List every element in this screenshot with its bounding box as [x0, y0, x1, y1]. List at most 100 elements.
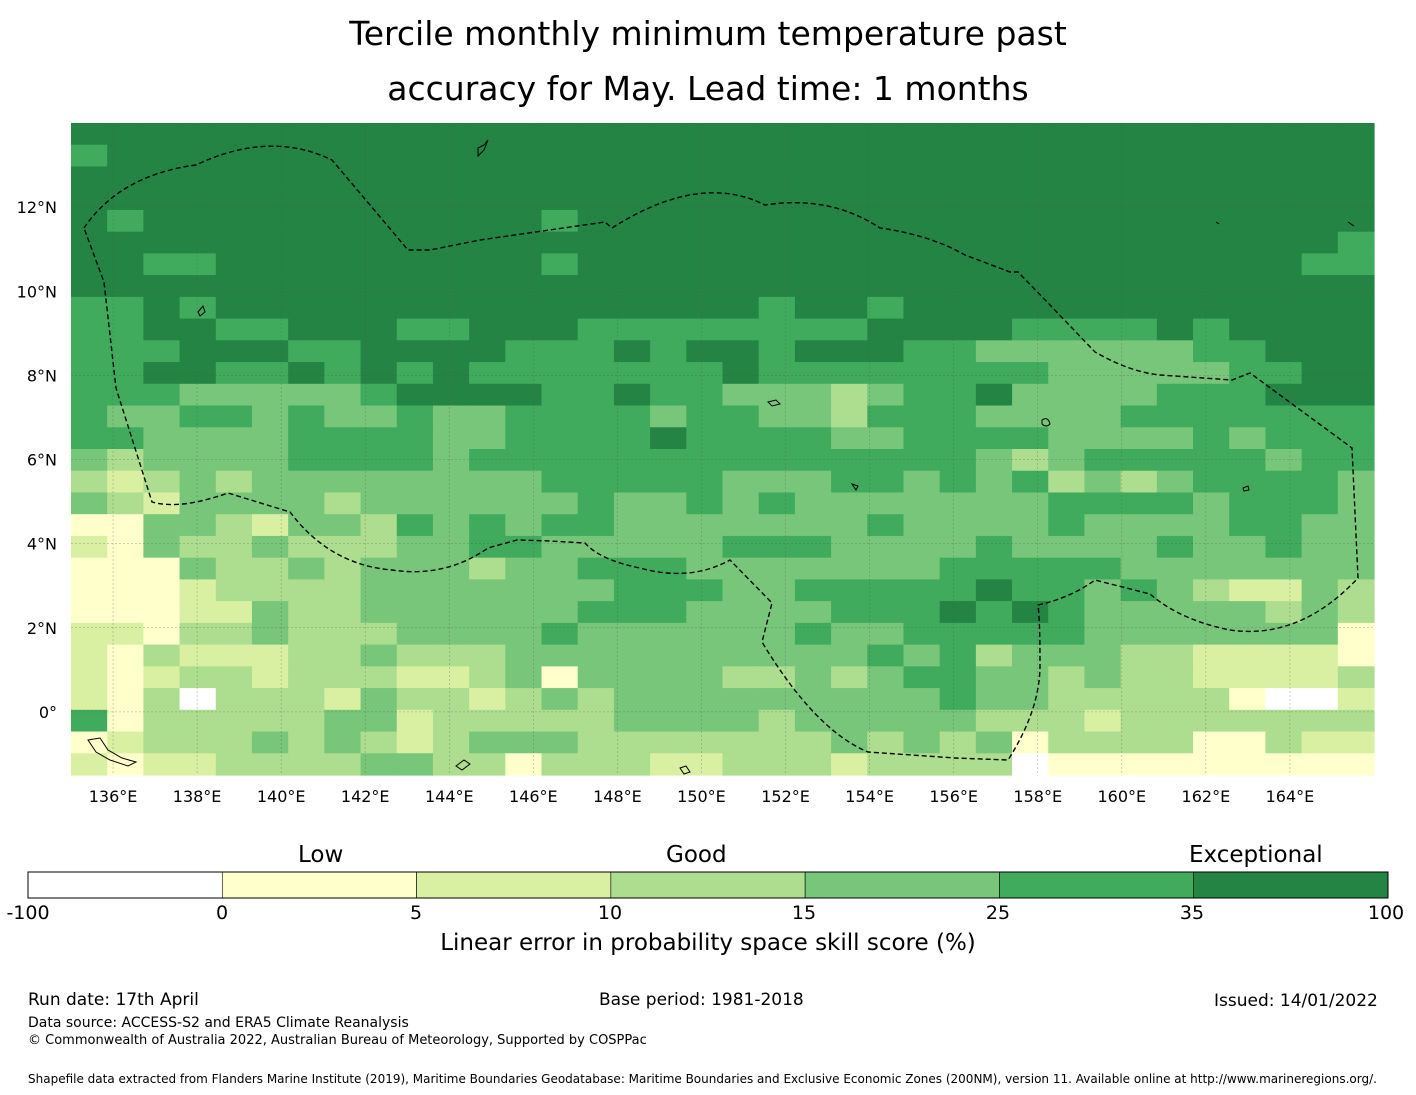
- copyright-notice: © Commonwealth of Australia 2022, Austra…: [28, 1033, 647, 1048]
- heatmap-cell: [686, 753, 724, 776]
- heatmap-cell: [1156, 362, 1194, 385]
- heatmap-cell: [1156, 579, 1194, 602]
- heatmap-cell: [1012, 644, 1049, 667]
- heatmap-cell: [1337, 470, 1375, 494]
- heatmap-cell: [686, 557, 724, 580]
- heatmap-cell: [71, 753, 108, 776]
- heatmap-cell: [324, 470, 362, 494]
- heatmap-cell: [903, 688, 941, 711]
- heatmap-cell: [251, 514, 289, 537]
- heatmap-cell: [505, 340, 543, 363]
- heatmap-cell: [975, 688, 1013, 711]
- heatmap-cell: [686, 427, 724, 450]
- heatmap-cell: [215, 318, 253, 341]
- latitude-tick-label: 0°: [39, 703, 57, 722]
- heatmap-cell: [758, 209, 796, 233]
- heatmap-cell: [107, 231, 144, 254]
- heatmap-cell: [903, 296, 941, 320]
- colorbar-tick: 15: [791, 902, 817, 924]
- heatmap-cell: [1193, 644, 1230, 667]
- heatmap-cell: [903, 666, 941, 689]
- heatmap-cell: [722, 253, 760, 276]
- heatmap-cell: [107, 622, 144, 646]
- heatmap-cell: [577, 666, 615, 689]
- heatmap-cell: [1337, 231, 1375, 254]
- heatmap-cell: [288, 449, 325, 472]
- heatmap-cell: [867, 535, 905, 559]
- heatmap-cell: [867, 622, 905, 646]
- heatmap-cell: [360, 318, 398, 341]
- heatmap-cell: [469, 427, 506, 450]
- heatmap-cell: [71, 492, 108, 515]
- heatmap-cell: [396, 188, 434, 211]
- heatmap-cell: [1084, 622, 1122, 646]
- heatmap-cell: [903, 405, 941, 428]
- heatmap-cell: [324, 427, 362, 450]
- heatmap-cell: [215, 753, 253, 776]
- heatmap-cell: [396, 688, 434, 711]
- heatmap-cell: [650, 709, 687, 733]
- heatmap-cell: [1084, 405, 1122, 428]
- heatmap-cell: [432, 253, 470, 276]
- heatmap-cell: [1301, 622, 1339, 646]
- heatmap-cell: [432, 731, 470, 754]
- colorbar-tick: 10: [597, 902, 623, 924]
- heatmap-cell: [1301, 470, 1339, 494]
- heatmap-cell: [71, 231, 108, 254]
- heatmap-cell: [251, 275, 289, 298]
- heatmap-cell: [758, 514, 796, 537]
- heatmap-cell: [1301, 166, 1339, 189]
- heatmap-cell: [107, 709, 144, 733]
- heatmap-cell: [650, 470, 687, 494]
- heatmap-cell: [143, 622, 181, 646]
- heatmap-cell: [867, 470, 905, 494]
- heatmap-cell: [505, 514, 543, 537]
- heatmap-cell: [541, 144, 579, 168]
- heatmap-cell: [867, 557, 905, 580]
- heatmap-cell: [469, 449, 506, 472]
- heatmap-cell: [867, 514, 905, 537]
- heatmap-cell: [650, 383, 687, 407]
- heatmap-cell: [758, 557, 796, 580]
- heatmap-cell: [71, 557, 108, 580]
- heatmap-cell: [831, 123, 868, 146]
- heatmap-cell: [1048, 296, 1086, 320]
- heatmap-cell: [288, 362, 325, 385]
- heatmap-cell: [1156, 622, 1194, 646]
- heatmap-cell: [1012, 753, 1049, 776]
- heatmap-cell: [1193, 340, 1230, 363]
- heatmap-cell: [541, 470, 579, 494]
- heatmap-cell: [722, 492, 760, 515]
- heatmap-cell: [71, 470, 108, 494]
- heatmap-cell: [469, 470, 506, 494]
- heatmap-cell: [541, 601, 579, 624]
- heatmap-cell: [758, 144, 796, 168]
- heatmap-cell: [613, 340, 651, 363]
- heatmap-cell: [686, 296, 724, 320]
- heatmap-cell: [541, 318, 579, 341]
- heatmap-cell: [1229, 709, 1267, 733]
- heatmap-cell: [1265, 709, 1303, 733]
- heatmap-cell: [505, 622, 543, 646]
- heatmap-cell: [107, 753, 144, 776]
- heatmap-cell: [722, 144, 760, 168]
- heatmap-cell: [1301, 231, 1339, 254]
- heatmap-cell: [939, 362, 977, 385]
- heatmap-cell: [831, 383, 868, 407]
- heatmap-cell: [1193, 166, 1230, 189]
- heatmap-cell: [1120, 601, 1158, 624]
- heatmap-cell: [1156, 709, 1194, 733]
- heatmap-cell: [613, 383, 651, 407]
- heatmap-cell: [288, 123, 325, 146]
- heatmap-cell: [758, 427, 796, 450]
- heatmap-cell: [324, 731, 362, 754]
- heatmap-cell: [251, 188, 289, 211]
- longitude-tick-label: 152°E: [761, 787, 810, 806]
- heatmap-cell: [1229, 275, 1267, 298]
- heatmap-cell: [975, 514, 1013, 537]
- heatmap-cell: [975, 209, 1013, 233]
- heatmap-cell: [505, 405, 543, 428]
- heatmap-cell: [613, 275, 651, 298]
- heatmap-cell: [1012, 296, 1049, 320]
- heatmap-cell: [1084, 731, 1122, 754]
